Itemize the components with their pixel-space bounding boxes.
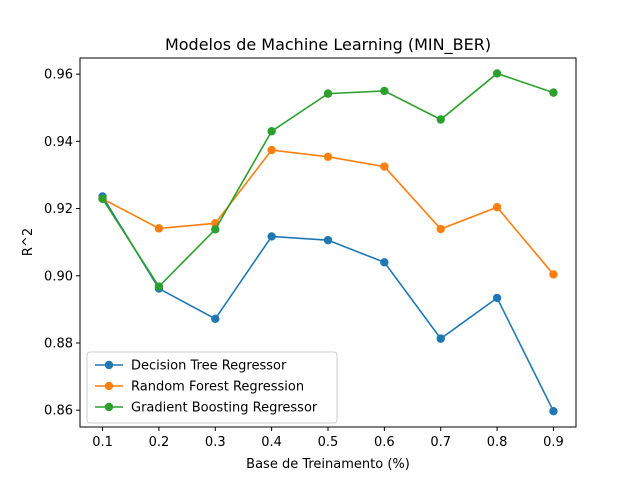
legend-entry-label: Decision Tree Regressor — [131, 359, 287, 374]
x-tick-label: 0.2 — [149, 435, 170, 450]
data-point — [323, 235, 333, 245]
data-point — [436, 224, 445, 234]
x-axis-label: Base de Treinamento (%) — [246, 457, 410, 472]
data-point — [380, 162, 389, 171]
data-point — [436, 115, 445, 124]
legend-box — [86, 351, 338, 424]
series-line-3 — [101, 72, 554, 288]
data-point — [549, 88, 558, 97]
data-point — [323, 152, 333, 162]
data-point — [98, 194, 107, 204]
y-tick-label: 0.90 — [44, 269, 73, 284]
x-tick-label: 0.3 — [205, 435, 226, 450]
legend-swatch-marker — [104, 360, 114, 370]
legend-entry-label: Gradient Boosting Regressor — [131, 401, 318, 416]
legend-swatch-marker — [104, 402, 114, 412]
chart-title: Modelos de Machine Learning (MIN_BER) — [165, 35, 491, 55]
y-axis-label: R^2 — [21, 228, 36, 256]
data-point — [267, 145, 276, 155]
y-tick-label: 0.94 — [44, 135, 73, 150]
data-point — [380, 86, 389, 96]
y-tick-label: 0.96 — [44, 68, 73, 83]
data-point — [436, 334, 445, 343]
data-point — [267, 127, 276, 136]
plot-area — [98, 69, 558, 416]
legend-entry-label: Random Forest Regression — [131, 380, 304, 395]
y-tick-label: 0.88 — [44, 336, 73, 351]
series-line-2 — [102, 149, 555, 275]
y-axis: 0.86 0.88 0.90 0.92 0.94 0.96 — [44, 68, 80, 419]
data-point — [323, 89, 333, 98]
data-point — [492, 69, 502, 78]
x-axis: 0.1 0.2 0.3 0.4 0.5 0.6 0.7 0.8 0.9 — [92, 427, 564, 450]
data-point — [211, 314, 220, 323]
x-tick-label: 0.5 — [318, 435, 339, 450]
legend-swatch-marker — [104, 381, 114, 391]
data-point — [549, 270, 558, 279]
y-tick-label: 0.92 — [44, 202, 73, 217]
x-tick-label: 0.1 — [92, 435, 113, 450]
x-tick-label: 0.4 — [261, 435, 282, 450]
data-point — [492, 293, 502, 303]
x-tick-label: 0.8 — [487, 435, 508, 450]
x-tick-label: 0.9 — [543, 435, 564, 450]
data-point — [154, 224, 164, 233]
data-point — [492, 203, 502, 212]
legend: Decision Tree Regressor Random Forest Reg… — [86, 351, 338, 424]
data-point — [154, 282, 164, 291]
data-point — [267, 232, 276, 241]
data-point — [549, 407, 558, 416]
data-point — [380, 258, 389, 267]
y-tick-label: 0.86 — [44, 404, 73, 419]
x-tick-label: 0.7 — [430, 435, 451, 450]
x-tick-label: 0.6 — [374, 435, 395, 450]
data-point — [211, 225, 220, 234]
